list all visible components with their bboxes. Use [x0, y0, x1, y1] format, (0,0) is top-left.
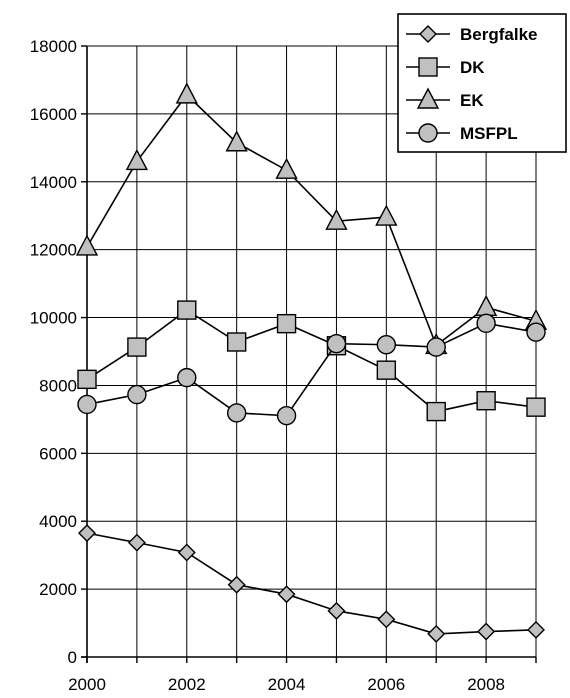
x-tick-label: 2008 [467, 675, 505, 694]
series-group [75, 82, 548, 643]
legend-item-dk: DK [406, 57, 485, 77]
data-point-bergfalke [227, 575, 246, 594]
data-point-bergfalke [78, 524, 96, 543]
data-point-ek [325, 208, 348, 230]
y-tick-label: 0 [68, 648, 77, 667]
legend-item-bergfalke: Bergfalke [406, 25, 537, 44]
axes: 0 2000 4000 6000 8000 10000 12000 14000 16000 180… [30, 37, 537, 694]
data-point-msfpl [77, 394, 97, 415]
data-point-ek [275, 157, 298, 179]
legend-label-msfpl: MSFPL [460, 124, 518, 143]
series-dk [77, 300, 546, 422]
data-point-msfpl [226, 403, 247, 423]
series-line-ek [86, 93, 537, 347]
legend-label-dk: DK [460, 58, 485, 77]
data-point-bergfalke [177, 543, 196, 562]
data-point-dk [276, 313, 297, 334]
data-point-ek [474, 294, 498, 317]
series-bergfalke [78, 524, 545, 643]
legend-label-ek: EK [460, 91, 484, 110]
data-point-bergfalke [327, 601, 346, 620]
data-point-ek [225, 130, 248, 152]
data-point-msfpl [276, 405, 297, 426]
data-point-msfpl [426, 337, 446, 357]
x-tick-label: 2002 [168, 675, 206, 694]
data-point-dk [476, 391, 496, 411]
data-point-dk [526, 397, 546, 417]
series-line-msfpl [86, 322, 537, 417]
data-point-ek [175, 82, 198, 104]
data-point-msfpl [476, 313, 496, 334]
data-point-dk [177, 300, 197, 320]
data-point-dk [127, 337, 147, 357]
y-tick-label: 18000 [30, 37, 77, 56]
y-tick-label: 14000 [30, 173, 77, 192]
data-point-bergfalke [527, 620, 545, 639]
data-point-msfpl [177, 367, 197, 388]
legend-item-ek: EK [406, 87, 484, 110]
y-tick-label: 16000 [30, 105, 77, 124]
legend-marker-ek [416, 87, 440, 109]
y-tick-label: 10000 [30, 309, 77, 328]
x-tick-label: 2000 [68, 675, 106, 694]
data-point-bergfalke [427, 624, 446, 643]
data-point-dk [426, 401, 446, 422]
legend: Bergfalke DK EK MSFPL [397, 13, 567, 153]
data-point-dk [226, 332, 247, 352]
legend-marker-bergfalke [419, 25, 437, 43]
legend-item-msfpl: MSFPL [406, 123, 518, 143]
data-point-ek [125, 148, 149, 171]
series-line-dk [86, 309, 537, 413]
data-point-dk [376, 360, 397, 380]
data-point-msfpl [326, 333, 347, 354]
legend-marker-msfpl [418, 123, 438, 143]
legend-marker-dk [418, 57, 438, 77]
x-tick-label: 2004 [268, 675, 306, 694]
y-tick-label: 6000 [39, 444, 77, 463]
data-point-msfpl [376, 335, 397, 355]
data-point-bergfalke [377, 610, 396, 629]
data-point-dk [77, 369, 97, 390]
x-tick-label: 2006 [367, 675, 405, 694]
data-point-bergfalke [477, 622, 496, 641]
data-point-msfpl [526, 322, 546, 342]
data-point-bergfalke [127, 533, 146, 552]
y-tick-label: 12000 [30, 241, 77, 260]
data-point-ek [375, 204, 398, 226]
series-line-bergfalke [86, 532, 537, 635]
y-tick-label: 4000 [39, 512, 77, 531]
data-point-ek [75, 234, 99, 256]
y-tick-label: 8000 [39, 376, 77, 395]
data-point-bergfalke [277, 585, 296, 604]
series-msfpl [77, 313, 546, 426]
data-point-msfpl [127, 384, 147, 405]
legend-label-bergfalke: Bergfalke [460, 25, 537, 44]
y-tick-label: 2000 [39, 580, 77, 599]
